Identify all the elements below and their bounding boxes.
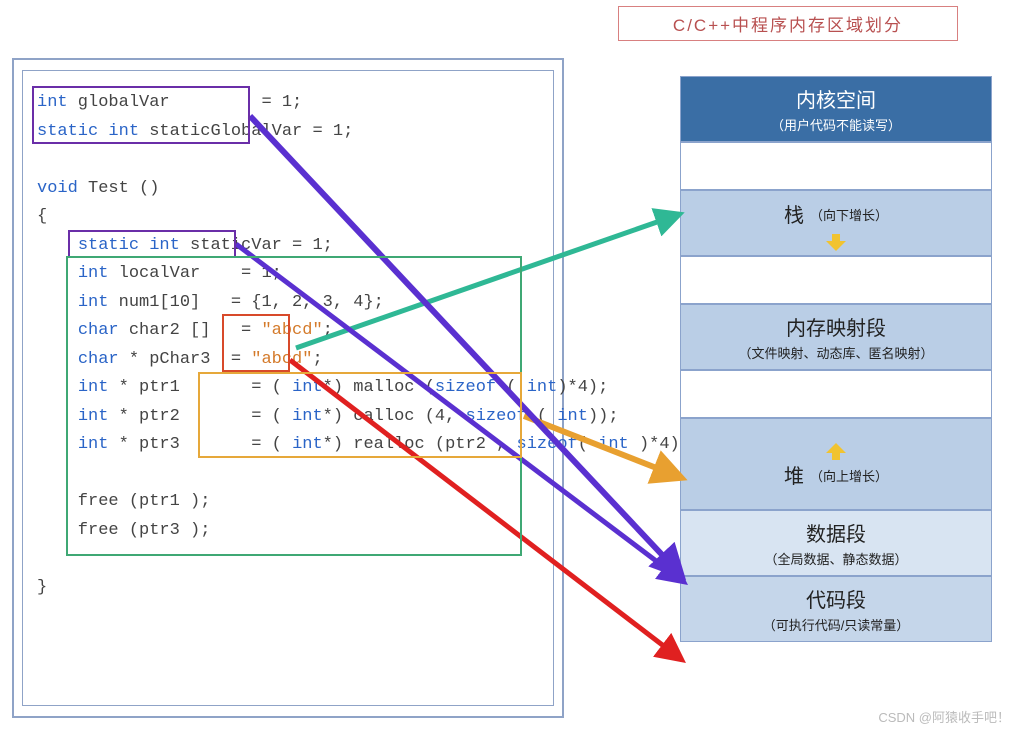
code-line: static int staticGlobalVar = 1; — [37, 118, 541, 147]
code-line: int globalVar = 1; — [37, 89, 541, 118]
mem-code: 代码段 （可执行代码/只读常量） — [680, 576, 992, 642]
mem-sub: （文件映射、动态库、匿名映射） — [738, 343, 933, 362]
mem-gap3 — [680, 370, 992, 418]
code-line: void Test () — [37, 175, 541, 204]
mem-title: 代码段 — [806, 584, 866, 613]
mem-sub: （向上增长） — [810, 466, 888, 485]
mem-title: 堆 — [784, 460, 804, 489]
mem-gap2 — [680, 256, 992, 304]
mem-stack: 栈 （向下增长） — [680, 190, 992, 256]
code-line: int num1[10] = {1, 2, 3, 4}; — [37, 289, 541, 318]
memory-column: 内核空间 （用户代码不能读写） 栈 （向下增长） 内存映射段 （文件映射、动态库、匿名映射… — [680, 76, 992, 642]
arrow-down-icon — [828, 234, 844, 248]
mem-sub: （可执行代码/只读常量） — [763, 615, 910, 634]
code-panel-outer: int globalVar = 1;static int staticGloba… — [12, 58, 564, 718]
code-line: char * pChar3 = "abcd"; — [37, 346, 541, 375]
mem-sub: （向下增长） — [810, 205, 888, 224]
mem-gap1 — [680, 142, 992, 190]
mem-sub: （用户代码不能读写） — [771, 115, 901, 134]
mem-title: 数据段 — [806, 518, 866, 547]
mem-mmap: 内存映射段 （文件映射、动态库、匿名映射） — [680, 304, 992, 370]
mem-title: 内核空间 — [796, 84, 876, 113]
mem-sub: （全局数据、静态数据） — [764, 549, 907, 568]
code-panel-inner: int globalVar = 1;static int staticGloba… — [22, 70, 554, 706]
code-line — [37, 460, 541, 489]
code-line: int * ptr2 = ( int*) calloc (4, sizeof (… — [37, 403, 541, 432]
title-text: C/C++中程序内存区域划分 — [673, 16, 903, 35]
diagram-title: C/C++中程序内存区域划分 — [618, 6, 958, 41]
code-line: static int staticVar = 1; — [37, 232, 541, 261]
watermark: CSDN @阿猿收手吧！ — [878, 707, 1010, 726]
mem-kernel: 内核空间 （用户代码不能读写） — [680, 76, 992, 142]
code-line: { — [37, 203, 541, 232]
arrow-up-icon — [828, 446, 844, 460]
code-line: int * ptr3 = ( int*) realloc (ptr2 , siz… — [37, 431, 541, 460]
mem-data: 数据段 （全局数据、静态数据） — [680, 510, 992, 576]
code-line: free (ptr1 ); — [37, 488, 541, 517]
code-line — [37, 146, 541, 175]
mem-title: 内存映射段 — [786, 312, 886, 341]
code-line — [37, 545, 541, 574]
code-line: char char2 [] = "abcd"; — [37, 317, 541, 346]
code-line: int * ptr1 = ( int*) malloc (sizeof ( in… — [37, 374, 541, 403]
code-line: free (ptr3 ); — [37, 517, 541, 546]
mem-heap: 堆 （向上增长） — [680, 418, 992, 510]
code-line: } — [37, 574, 541, 603]
mem-title: 栈 — [784, 199, 804, 228]
code-line: int localVar = 1; — [37, 260, 541, 289]
